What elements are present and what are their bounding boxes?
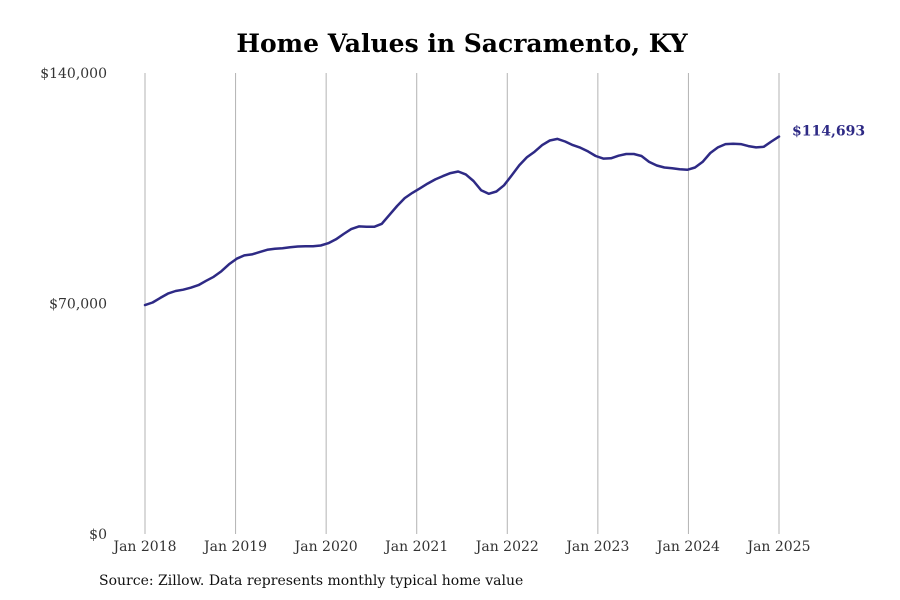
y-tick-label: $70,000 bbox=[49, 297, 107, 313]
y-axis-ticks: $0 $70,000 $140,000 bbox=[40, 66, 107, 543]
x-tick-label: Jan 2019 bbox=[202, 539, 267, 555]
end-value-label: $114,693 bbox=[792, 124, 865, 140]
series-line bbox=[143, 135, 781, 307]
x-tick-label: Jan 2022 bbox=[474, 539, 539, 555]
source-note: Source: Zillow. Data represents monthly … bbox=[99, 573, 524, 589]
y-tick-label: $0 bbox=[89, 527, 107, 543]
x-tick-label: Jan 2024 bbox=[655, 539, 720, 555]
grid-lines bbox=[144, 73, 780, 534]
y-tick-label: $140,000 bbox=[40, 66, 107, 82]
x-tick-label: Jan 2021 bbox=[383, 539, 448, 555]
chart-title: Home Values in Sacramento, KY bbox=[236, 29, 688, 58]
x-tick-label: Jan 2018 bbox=[111, 539, 176, 555]
x-tick-label: Jan 2025 bbox=[745, 539, 810, 555]
x-axis-ticks: Jan 2018 Jan 2019 Jan 2020 Jan 2021 Jan 2022… bbox=[111, 539, 810, 555]
x-tick-label: Jan 2023 bbox=[564, 539, 629, 555]
x-tick-label: Jan 2020 bbox=[293, 539, 358, 555]
